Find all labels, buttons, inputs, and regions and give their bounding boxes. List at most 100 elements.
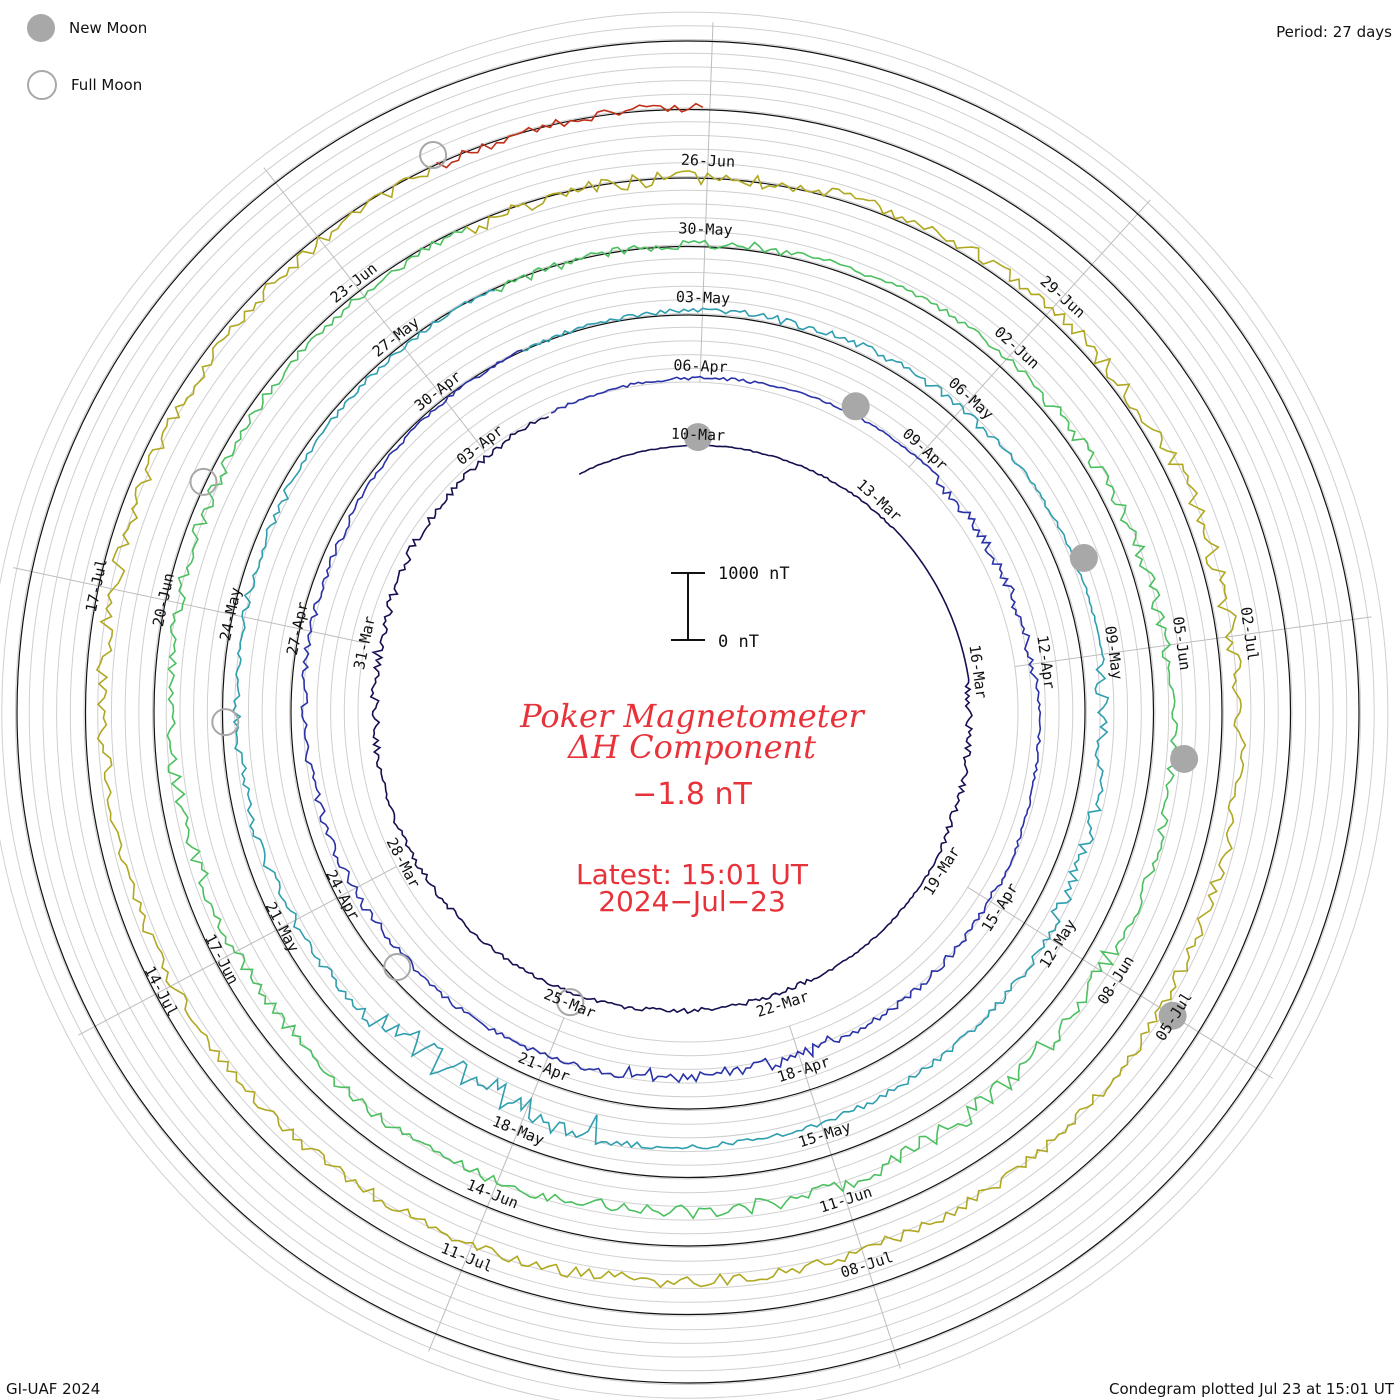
latest-date: 2024−Jul−23	[598, 885, 786, 918]
new-moon-icon	[27, 14, 55, 42]
full-moon-icon	[27, 70, 57, 100]
full-moon-marker	[419, 141, 448, 170]
scale-bottom-label: 0 nT	[718, 632, 759, 652]
grid-circle	[302, 326, 1074, 1098]
full-moon-marker	[189, 467, 218, 496]
new-moon-marker	[1069, 543, 1098, 572]
date-tick-label: 02-Jul	[1237, 606, 1262, 662]
grid-circle	[289, 313, 1087, 1111]
day-spokes	[13, 22, 1372, 1369]
grid-circle	[275, 299, 1101, 1125]
grid-circle	[97, 121, 1279, 1303]
new-moon-marker	[683, 423, 712, 452]
new-moon-marker	[1170, 744, 1199, 773]
day-spoke	[699, 22, 714, 383]
date-tick-label: 06-Apr	[673, 356, 728, 376]
date-tick-label: 16-Mar	[965, 644, 990, 700]
date-tick-label: 14-Jul	[141, 963, 182, 1019]
current-value: −1.8 nT	[632, 777, 752, 812]
legend-new-moon: New Moon	[27, 14, 147, 42]
series-trace-cycle-1	[369, 415, 974, 1015]
chart-subtitle: ΔH Component	[566, 728, 816, 766]
full-moon-marker	[556, 988, 585, 1017]
day-spoke	[13, 567, 366, 644]
grid-circle	[165, 189, 1211, 1235]
date-tick-label: 24-May	[216, 586, 245, 643]
latest-time: Latest: 15:01 UT	[576, 858, 809, 891]
scale-top-label: 1000 nT	[718, 564, 790, 584]
grid-circle	[206, 230, 1170, 1194]
date-tick-label: 11-Jun	[817, 1183, 874, 1217]
grid-circle	[357, 381, 1019, 1043]
series-trace-cycle-6	[436, 102, 704, 169]
cycle-reference-circle	[16, 40, 1360, 1384]
date-tick-label: 20-Jun	[149, 571, 178, 628]
date-tick-label: 25-Mar	[541, 985, 598, 1022]
grid-circle	[0, 11, 1389, 1400]
grid-circle	[343, 367, 1033, 1057]
date-tick-label: 17-Jul	[82, 557, 111, 614]
date-tick-label: 21-May	[262, 899, 303, 955]
full-moon-marker	[383, 953, 412, 982]
cycle-reference-circle	[290, 314, 1086, 1110]
chart-title: Poker Magnetometer	[519, 697, 865, 735]
day-spoke	[428, 1017, 565, 1352]
date-tick-label: 26-Jun	[681, 151, 736, 171]
series-trace-cycle-4	[166, 226, 1179, 1220]
grid-circle	[220, 244, 1156, 1180]
day-spoke	[1014, 616, 1372, 667]
date-tick-label: 15-May	[796, 1118, 853, 1152]
grid-circle	[56, 80, 1320, 1344]
radial-grid	[0, 11, 1389, 1400]
grid-circle	[247, 271, 1129, 1153]
series-traces	[95, 102, 1247, 1289]
grid-circle	[138, 162, 1238, 1262]
grid-circle	[69, 93, 1307, 1331]
grid-circle	[316, 340, 1060, 1084]
grid-circle	[179, 203, 1197, 1221]
cycle-reference-circle	[221, 245, 1155, 1179]
date-tick-label: 17-Jun	[201, 931, 242, 987]
day-spoke	[78, 866, 397, 1036]
day-spoke	[263, 167, 486, 452]
grid-circle	[28, 52, 1348, 1372]
date-tick-label: 08-Jul	[838, 1248, 895, 1282]
grid-circle	[124, 148, 1252, 1276]
grid-circle	[261, 285, 1115, 1139]
day-spoke	[908, 199, 1151, 468]
grid-circle	[83, 107, 1293, 1317]
series-trace-cycle-5	[95, 165, 1247, 1289]
day-spoke	[789, 1025, 901, 1369]
grid-circle	[152, 176, 1224, 1248]
day-spoke	[967, 886, 1273, 1079]
new-moon-marker	[1158, 1001, 1187, 1030]
legend-full-moon-label: Full Moon	[71, 76, 143, 94]
series-trace-cycle-2	[300, 349, 1042, 1084]
date-tick-label: 10-Mar	[671, 425, 726, 445]
date-tick-label: 27-Apr	[283, 600, 312, 657]
date-tick-label: 31-Mar	[350, 614, 379, 671]
grid-circle	[42, 66, 1334, 1358]
footer-credit: GI-UAF 2024	[6, 1380, 101, 1398]
date-tick-label: 05-Jun	[1169, 615, 1194, 671]
period-label: Period: 27 days	[1276, 23, 1392, 41]
cycle-reference-circle	[153, 177, 1223, 1247]
date-tick-label: 09-May	[1101, 625, 1126, 681]
moon-phase-markers	[189, 141, 1199, 1030]
new-moon-marker	[841, 392, 870, 421]
grid-circle	[15, 39, 1361, 1385]
grid-circle	[330, 354, 1046, 1070]
full-moon-marker	[211, 708, 240, 737]
date-tick-label: 28-Mar	[383, 835, 424, 891]
grid-circle	[1, 25, 1375, 1399]
grid-circle	[110, 134, 1266, 1290]
date-tick-label: 03-May	[676, 288, 731, 308]
date-tick-label: 30-May	[678, 219, 733, 239]
date-tick-label: 18-Apr	[775, 1052, 832, 1086]
scale-bar: 1000 nT 0 nT	[671, 564, 790, 652]
legend-new-moon-label: New Moon	[69, 19, 148, 37]
grid-circle	[193, 217, 1183, 1207]
legend-full-moon: Full Moon	[27, 70, 142, 100]
series-trace-cycle-3	[231, 289, 1110, 1150]
